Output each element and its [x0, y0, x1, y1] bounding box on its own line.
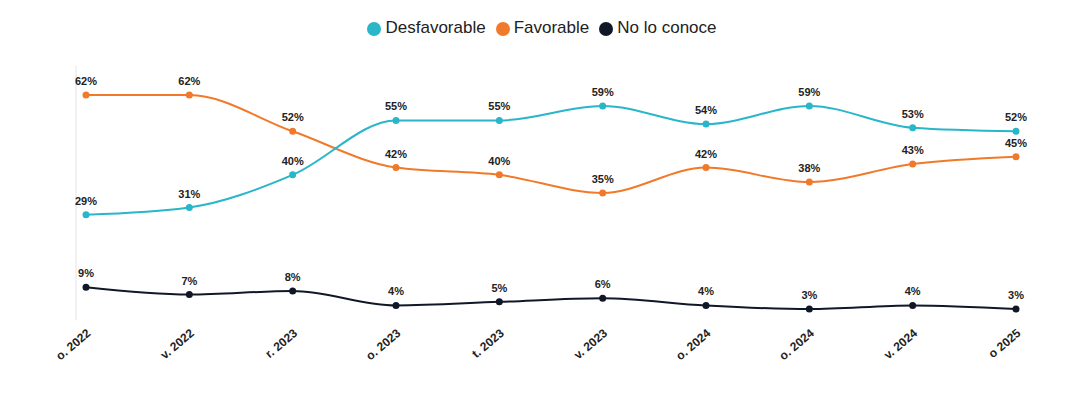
svg-text:4%: 4% [388, 285, 404, 297]
svg-text:52%: 52% [282, 111, 304, 123]
svg-text:6%: 6% [595, 278, 611, 290]
svg-text:62%: 62% [75, 75, 97, 87]
svg-text:62%: 62% [178, 75, 200, 87]
svg-text:v. 2024: v. 2024 [881, 326, 920, 362]
svg-text:38%: 38% [798, 162, 820, 174]
svg-text:52%: 52% [1005, 111, 1027, 123]
svg-text:r. 2023: r. 2023 [262, 326, 300, 361]
svg-text:v. 2023: v. 2023 [571, 326, 610, 362]
svg-text:o. 2024: o. 2024 [673, 326, 713, 363]
svg-text:o. 2023: o. 2023 [363, 326, 403, 363]
html-text:No lo conoce: No lo conoce [617, 18, 717, 37]
svg-text:40%: 40% [282, 155, 304, 167]
svg-text:55%: 55% [385, 100, 407, 112]
svg-text:5%: 5% [491, 282, 507, 294]
svg-text:45%: 45% [1005, 137, 1027, 149]
html-text:Favorable: Favorable [513, 18, 590, 37]
svg-text:o 2025: o 2025 [986, 326, 1024, 361]
svg-text:43%: 43% [902, 144, 924, 156]
svg-text:29%: 29% [75, 195, 97, 207]
svg-text:o. 2022: o. 2022 [53, 326, 93, 363]
svg-text:59%: 59% [798, 86, 820, 98]
svg-text:59%: 59% [592, 86, 614, 98]
svg-text:3%: 3% [801, 289, 817, 301]
svg-text:v. 2022: v. 2022 [158, 326, 197, 362]
svg-text:8%: 8% [285, 271, 301, 283]
svg-text:55%: 55% [488, 100, 510, 112]
svg-text:7%: 7% [181, 275, 197, 287]
svg-text:4%: 4% [698, 285, 714, 297]
svg-text:35%: 35% [592, 173, 614, 185]
svg-text:9%: 9% [78, 267, 94, 279]
svg-text:53%: 53% [902, 108, 924, 120]
svg-text:o. 2024: o. 2024 [777, 326, 817, 363]
svg-text:54%: 54% [695, 104, 717, 116]
svg-text:3%: 3% [1008, 289, 1024, 301]
svg-text:31%: 31% [178, 188, 200, 200]
svg-text:40%: 40% [488, 155, 510, 167]
svg-text:4%: 4% [905, 285, 921, 297]
svg-text:t. 2023: t. 2023 [469, 326, 507, 361]
svg-text:42%: 42% [695, 148, 717, 160]
svg-text:42%: 42% [385, 148, 407, 160]
html-text:Desfavorable: Desfavorable [385, 18, 486, 37]
